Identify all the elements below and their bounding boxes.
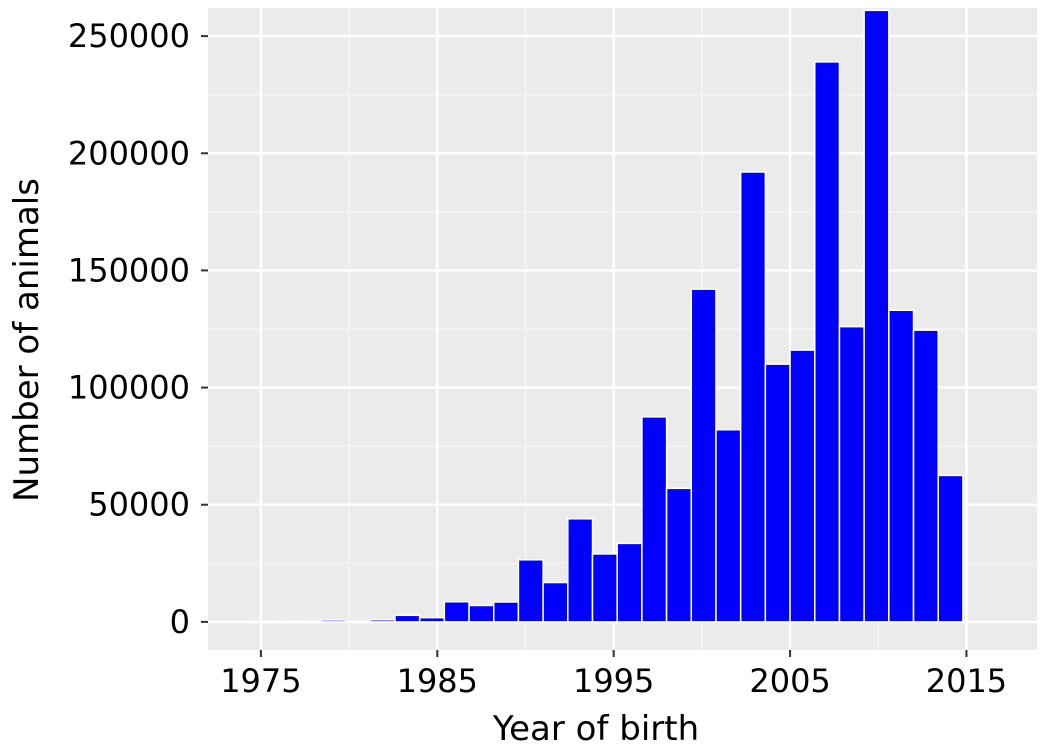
x-tick-label: 1985 [397,662,478,700]
x-tick-label: 1975 [220,662,301,700]
bar [443,600,470,623]
bar [344,621,372,624]
y-axis-tick-labels: 0 50000 100000 150000 200000 250000 [68,17,190,641]
bar [270,621,297,624]
axis-ticks [201,35,968,657]
y-tick-label: 0 [170,603,190,641]
bar [492,601,520,623]
y-tick-label: 250000 [68,17,190,55]
bar [888,309,915,623]
bar [246,621,273,624]
bar [542,581,569,623]
bar [764,363,791,623]
bar [320,619,347,623]
bar [937,474,964,623]
bar [863,9,890,623]
bar [715,429,742,623]
x-tick-label: 1995 [573,662,654,700]
bar [838,325,865,623]
x-tick-label: 2005 [749,662,830,700]
bar [567,518,594,623]
bar [814,61,841,623]
y-tick-label: 50000 [88,486,190,524]
bar [665,487,693,623]
y-tick-label: 200000 [68,134,190,172]
y-tick-label: 150000 [68,251,190,289]
y-tick-label: 100000 [68,369,190,407]
bar [690,288,717,623]
y-axis-title: Number of animals [7,178,47,502]
bar [912,329,939,623]
bar [739,171,767,623]
bar [418,616,446,623]
x-axis-title: Year of birth [492,709,699,749]
x-tick-label: 2015 [926,662,1007,700]
bar [295,621,322,624]
bar [394,614,421,623]
bar [468,604,495,623]
bar [517,559,544,623]
bar [369,619,396,623]
bar [641,416,668,623]
bar [789,349,816,623]
x-axis-tick-labels: 1975 1985 1995 2005 2015 [220,662,1007,700]
bar [616,542,643,623]
bars [246,9,964,624]
bar [591,553,618,623]
